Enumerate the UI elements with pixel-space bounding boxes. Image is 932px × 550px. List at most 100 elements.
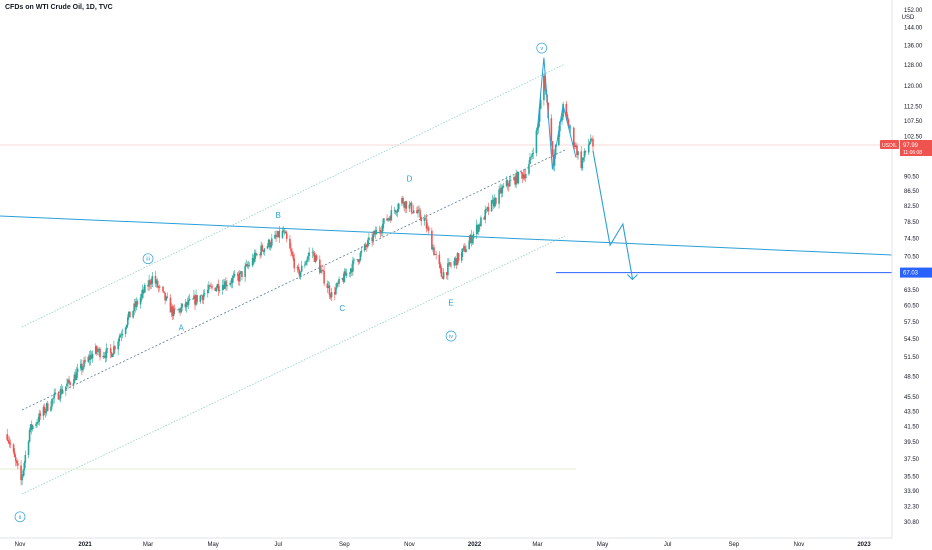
candle-body (588, 142, 591, 145)
candle-body (581, 160, 584, 169)
candle-body (186, 302, 189, 305)
candle-body (575, 145, 577, 147)
candle-body (36, 422, 38, 425)
candle-body (119, 335, 122, 338)
candle-body (9, 443, 12, 445)
candle-body (592, 139, 594, 147)
candle-body (448, 262, 450, 264)
candle-body (520, 172, 523, 174)
candle-body (110, 352, 113, 358)
candle-body (531, 153, 533, 157)
candle-body (129, 311, 131, 318)
candle-body (277, 230, 280, 237)
candle-body (381, 223, 384, 232)
candle-body (349, 268, 352, 273)
candle-body (80, 363, 82, 369)
candle-body (338, 279, 340, 284)
candle-body (282, 230, 285, 232)
wave-label-circle (14, 511, 26, 523)
candle-body (98, 348, 100, 352)
candle-body (165, 296, 167, 301)
candle-body (97, 351, 99, 352)
candle-body (544, 75, 546, 90)
candle-body (327, 285, 330, 289)
candle-body (46, 403, 49, 411)
candle-body (441, 276, 444, 279)
candle-body (173, 308, 176, 310)
wave-label: B (276, 211, 281, 220)
candle-body (326, 283, 329, 289)
candle-body (442, 272, 445, 279)
candle-body (535, 130, 538, 153)
candle-body (82, 367, 84, 371)
price-tick-label: 82.50 (904, 204, 920, 210)
candle-body (133, 303, 135, 311)
candle-body (507, 185, 510, 187)
candle-body (291, 251, 293, 255)
candle-body (162, 286, 164, 292)
candle-body (577, 151, 579, 156)
candle-body (193, 295, 195, 299)
candle-body (348, 272, 351, 274)
candle-body (490, 200, 493, 212)
candle-body (587, 144, 590, 153)
candle-body (38, 413, 41, 422)
time-tick-label: 2023 (857, 542, 871, 548)
candle-body (446, 272, 448, 276)
candle-body (304, 264, 306, 266)
candle-body (494, 197, 496, 207)
candle-body (8, 441, 11, 444)
candle-body (157, 287, 160, 288)
candle-body (576, 145, 578, 156)
candle-body (305, 262, 307, 265)
candle-body (52, 398, 54, 399)
candle-body (521, 173, 524, 179)
candle-body (88, 356, 91, 360)
candle-body (425, 219, 428, 229)
currency-label: USD (902, 15, 915, 21)
candle-body (528, 163, 530, 174)
candle-body (465, 249, 467, 252)
candle-body (375, 230, 378, 235)
candle-body (132, 310, 134, 318)
candle-body (328, 285, 331, 295)
candle-body (457, 253, 460, 261)
candle-body (103, 355, 106, 357)
candle-body (158, 286, 161, 288)
candle-body (499, 188, 501, 190)
candle-body (255, 252, 257, 256)
candle-body (24, 454, 27, 463)
candle-body (187, 300, 190, 305)
candle-body (188, 298, 191, 301)
candle-body (293, 258, 296, 269)
candle-body (475, 225, 478, 234)
time-tick-label: Sep (728, 542, 739, 548)
candles (6, 71, 594, 486)
candle-body (498, 189, 500, 204)
candle-body (404, 201, 406, 208)
time-tick-label: 2021 (78, 542, 92, 548)
wave-label: v (540, 46, 543, 52)
candle-body (464, 246, 466, 252)
candle-body (388, 217, 390, 219)
price-tick-label: 107.50 (904, 119, 923, 125)
candle-body (241, 271, 243, 278)
last-price-badge (900, 140, 932, 156)
candle-body (506, 180, 509, 186)
candle-body (43, 406, 46, 414)
price-tick-label: 112.50 (904, 105, 923, 111)
candle-body (136, 301, 139, 305)
candle-body (90, 354, 93, 359)
candle-body (314, 255, 317, 262)
candle-body (37, 421, 39, 423)
wave-lines (536, 57, 638, 281)
candle-body (246, 264, 249, 267)
candle-body (455, 258, 458, 266)
candle-body (553, 154, 556, 166)
candle-body (178, 308, 180, 310)
candle-body (221, 284, 224, 291)
candle-body (485, 209, 488, 210)
candle-body (30, 424, 33, 430)
